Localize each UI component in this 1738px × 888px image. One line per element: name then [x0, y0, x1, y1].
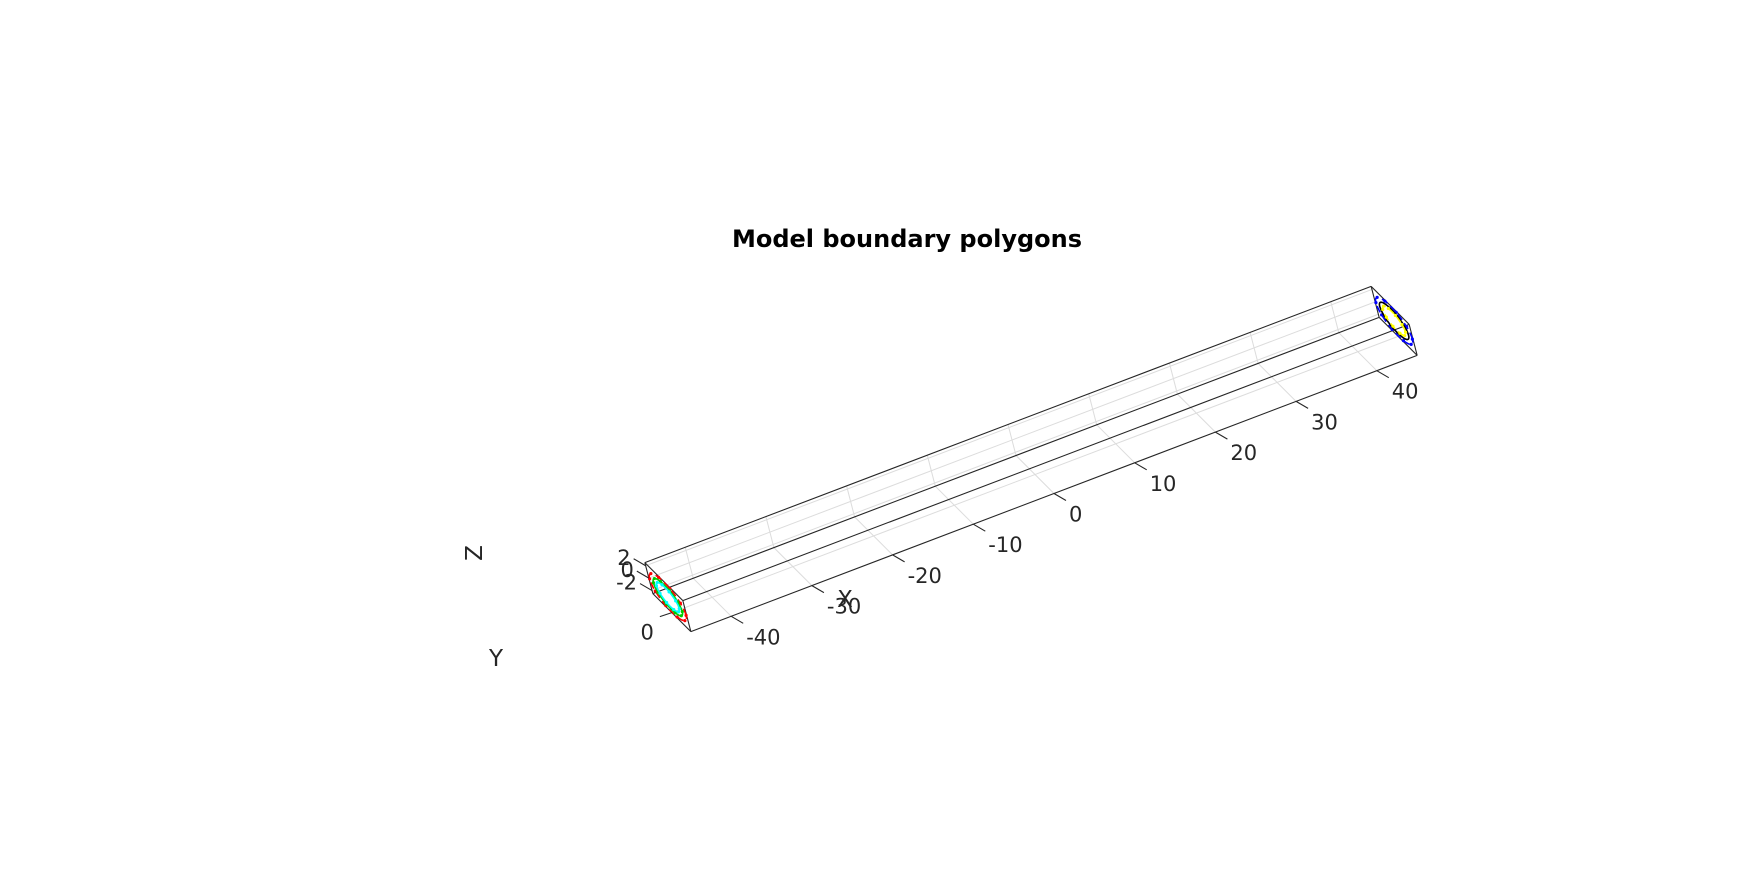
polygon-marker: [667, 590, 671, 594]
polygon-marker: [677, 606, 681, 611]
polygon-marker: [676, 610, 681, 614]
polygon-marker: [684, 613, 688, 617]
grid-line-z-back: [648, 301, 1376, 579]
polygon-marker: [1401, 339, 1406, 343]
x-tick: [892, 554, 905, 563]
x-tick: [1295, 400, 1309, 409]
polygon-marker: [665, 600, 669, 605]
x-tick: [730, 615, 744, 624]
x-tick-label: 30: [1311, 410, 1338, 434]
x-tick-label: 20: [1230, 441, 1257, 465]
polygon-marker: [1384, 315, 1388, 319]
grid-line-z-back: [645, 288, 1373, 567]
series-group: [648, 295, 1414, 623]
polygon-marker: [654, 584, 659, 588]
chart-title: Model boundary polygons: [732, 225, 1082, 253]
polygon-marker: [1403, 333, 1407, 338]
x-tick: [811, 585, 825, 594]
polygon-marker: [655, 580, 659, 585]
z-tick-label: 2: [617, 546, 630, 570]
x-tick-label: 10: [1150, 472, 1177, 496]
z-tick-label: -2: [616, 571, 637, 595]
x-tick-label: -10: [988, 533, 1022, 557]
polygon-marker: [679, 614, 683, 618]
polygon-marker: [1386, 306, 1390, 311]
polygon-marker: [656, 575, 661, 579]
z-axis-label: Z: [462, 545, 488, 561]
polygon-marker: [651, 581, 656, 585]
polygon-marker: [675, 615, 679, 619]
x-tick: [1215, 431, 1228, 440]
polygon-marker: [1391, 324, 1395, 328]
polygon-boundary-1: [648, 572, 688, 622]
polygon-marker: [660, 583, 664, 587]
x-tick: [1053, 493, 1067, 501]
box-edge: [652, 316, 1380, 595]
y-tick-label: 0: [640, 621, 653, 645]
box-edge: [1370, 285, 1410, 325]
polygon-marker: [672, 607, 676, 612]
polygon-marker: [1383, 299, 1387, 303]
polygon-marker: [674, 599, 678, 603]
grid-line-z-back: [651, 313, 1379, 592]
box-edge: [682, 323, 1410, 602]
polygon-marker: [1409, 342, 1413, 346]
x-tick-label: 40: [1392, 380, 1419, 404]
z-tick: [639, 583, 653, 592]
x-tick-label: -30: [827, 595, 861, 619]
y-axis-label: Y: [488, 646, 504, 672]
grid-line-y-floor: [671, 335, 1399, 614]
polygon-marker: [1374, 301, 1378, 305]
polygon-marker: [1393, 313, 1397, 318]
x-tick: [973, 523, 986, 532]
polygon-marker: [1398, 331, 1402, 335]
polygon-marker: [658, 591, 662, 595]
y-tick: [659, 612, 673, 618]
polygon-marker: [683, 619, 687, 623]
polygon-marker: [1375, 295, 1379, 299]
x-tick: [1376, 370, 1390, 379]
axes-box: [644, 285, 1418, 633]
z-tick-label: 0: [620, 558, 633, 582]
polygon-marker: [1400, 323, 1404, 327]
x-tick-label: 0: [1069, 503, 1082, 527]
polygon-marker: [1410, 337, 1414, 341]
x-tick: [1134, 462, 1147, 471]
axis-labels: Model boundary polygons X Y Z: [462, 225, 1082, 672]
polygon-marker: [1381, 307, 1385, 312]
polygon-boundary-5: [1378, 301, 1410, 341]
x-axis-label: X: [837, 587, 853, 613]
polygon-marker: [1403, 330, 1408, 334]
polygon-marker: [652, 576, 656, 581]
polygon-marker: [649, 572, 653, 576]
polygon-boundary-4: [1374, 296, 1414, 346]
box-edge: [644, 285, 1372, 564]
z-tick: [636, 570, 650, 579]
grid-lines: [645, 288, 1399, 617]
polygon-marker: [680, 609, 684, 614]
polygon-marker: [1381, 304, 1386, 308]
x-tick-label: -40: [746, 625, 780, 649]
box-edge: [644, 562, 684, 602]
z-tick: [633, 558, 646, 567]
x-tick-label: -20: [908, 564, 942, 588]
